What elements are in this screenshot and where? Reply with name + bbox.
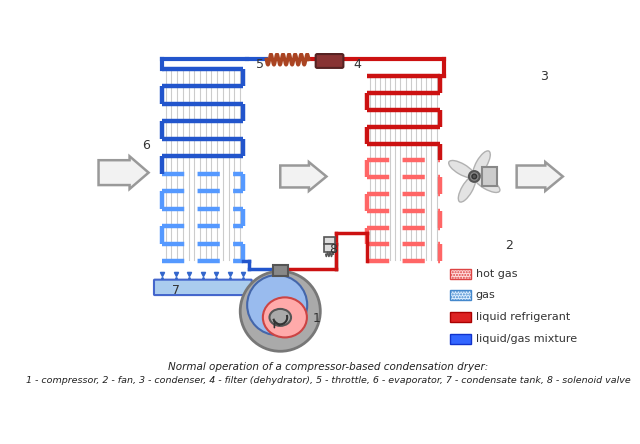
Polygon shape (99, 156, 148, 189)
Text: 3: 3 (540, 70, 548, 83)
Text: 1: 1 (312, 313, 321, 325)
Text: gas: gas (476, 290, 495, 301)
Bar (482, 167, 497, 186)
Bar (450, 269, 471, 279)
Ellipse shape (473, 151, 490, 177)
Ellipse shape (247, 275, 307, 335)
Ellipse shape (458, 176, 476, 202)
Text: 4: 4 (353, 58, 361, 71)
Circle shape (469, 171, 480, 182)
Text: hot gas: hot gas (476, 269, 517, 279)
Ellipse shape (269, 309, 291, 326)
Text: liquid refrigerant: liquid refrigerant (476, 312, 570, 322)
Text: 6: 6 (142, 139, 150, 152)
Text: 5: 5 (256, 58, 264, 71)
Bar (324, 244, 335, 252)
Text: 7: 7 (172, 284, 180, 297)
Text: 2: 2 (505, 239, 513, 252)
Bar (273, 265, 288, 276)
FancyBboxPatch shape (316, 54, 344, 68)
Circle shape (472, 174, 477, 179)
Bar (450, 312, 471, 322)
Polygon shape (516, 162, 563, 191)
FancyBboxPatch shape (154, 280, 252, 295)
Ellipse shape (474, 175, 500, 192)
Text: 8: 8 (330, 243, 337, 256)
Text: Normal operation of a compressor-based condensation dryer:: Normal operation of a compressor-based c… (168, 362, 488, 373)
Ellipse shape (263, 297, 307, 337)
Ellipse shape (240, 271, 320, 351)
Bar (450, 333, 471, 344)
Text: liquid/gas mixture: liquid/gas mixture (476, 333, 577, 344)
Bar (324, 237, 335, 244)
Bar (450, 290, 471, 301)
Polygon shape (280, 162, 326, 191)
Ellipse shape (449, 160, 475, 178)
Text: 1 - compressor, 2 - fan, 3 - condenser, 4 - filter (dehydrator), 5 - throttle, 6: 1 - compressor, 2 - fan, 3 - condenser, … (26, 376, 630, 385)
